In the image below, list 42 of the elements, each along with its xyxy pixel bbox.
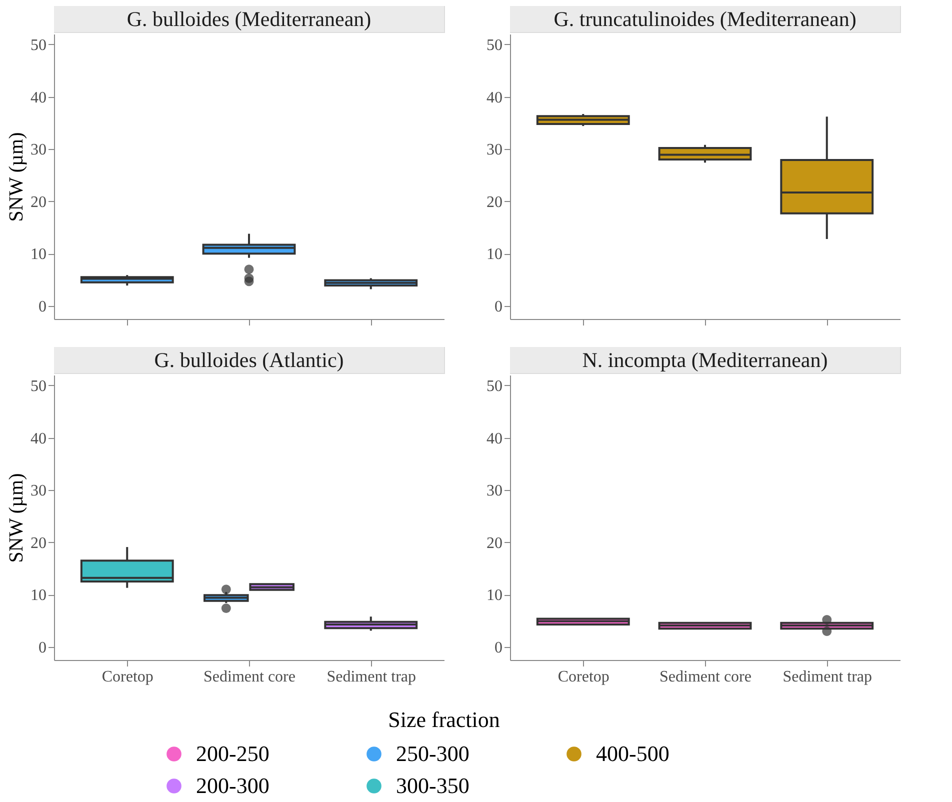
y-tick-label: 20 xyxy=(486,534,502,552)
y-tick-label: 0 xyxy=(38,639,46,656)
chart-title: N. incompta (Mediterranean) xyxy=(582,348,828,372)
y-tick-label: 10 xyxy=(486,587,502,604)
y-tick-label: 10 xyxy=(486,246,502,264)
chart-title: G. bulloides (Mediterranean) xyxy=(126,7,372,31)
y-tick-label: 30 xyxy=(30,142,46,159)
y-tick-label: 30 xyxy=(486,142,502,159)
chart-title: G. bulloides (Atlantic) xyxy=(154,348,344,372)
y-tick-label: 50 xyxy=(30,36,46,54)
x-tick-label: Sediment trap xyxy=(326,668,416,686)
y-tick-label: 10 xyxy=(30,246,46,264)
x-tick-label: Sediment core xyxy=(204,668,296,686)
y-tick-label: 40 xyxy=(30,430,46,448)
y-tick-label: 50 xyxy=(30,378,46,395)
legend-label: 300-350 xyxy=(396,773,470,798)
x-tick-label: Coretop xyxy=(102,668,154,686)
y-tick-label: 50 xyxy=(486,378,502,395)
y-tick-label: 40 xyxy=(30,89,46,106)
y-tick-label: 30 xyxy=(30,482,46,500)
legend-title: Size fraction xyxy=(388,707,500,732)
y-tick-label: 0 xyxy=(494,639,502,656)
y-tick-label: 40 xyxy=(486,89,502,106)
y-tick-label: 10 xyxy=(30,587,46,604)
legend-label: 250-300 xyxy=(396,741,470,766)
y-tick-label: 40 xyxy=(486,430,502,448)
legend-label: 200-250 xyxy=(196,741,270,766)
y-tick-label: 0 xyxy=(38,298,46,316)
y-tick-label: 0 xyxy=(494,298,502,316)
y-axis-title: SNW (µm) xyxy=(6,132,28,222)
y-tick-label: 20 xyxy=(30,534,46,552)
y-tick-label: 20 xyxy=(30,194,46,211)
y-axis-title: SNW (µm) xyxy=(6,473,28,563)
x-tick-label: Sediment core xyxy=(660,668,752,686)
x-tick-label: Sediment trap xyxy=(782,668,872,686)
y-tick-label: 50 xyxy=(486,36,502,54)
legend-label: 200-300 xyxy=(196,773,270,798)
legend-label: 400-500 xyxy=(596,741,670,766)
y-tick-label: 30 xyxy=(486,482,502,500)
x-tick-label: Coretop xyxy=(558,668,610,686)
chart-title: G. truncatulinoides (Mediterranean) xyxy=(554,7,856,31)
y-tick-label: 20 xyxy=(486,194,502,211)
